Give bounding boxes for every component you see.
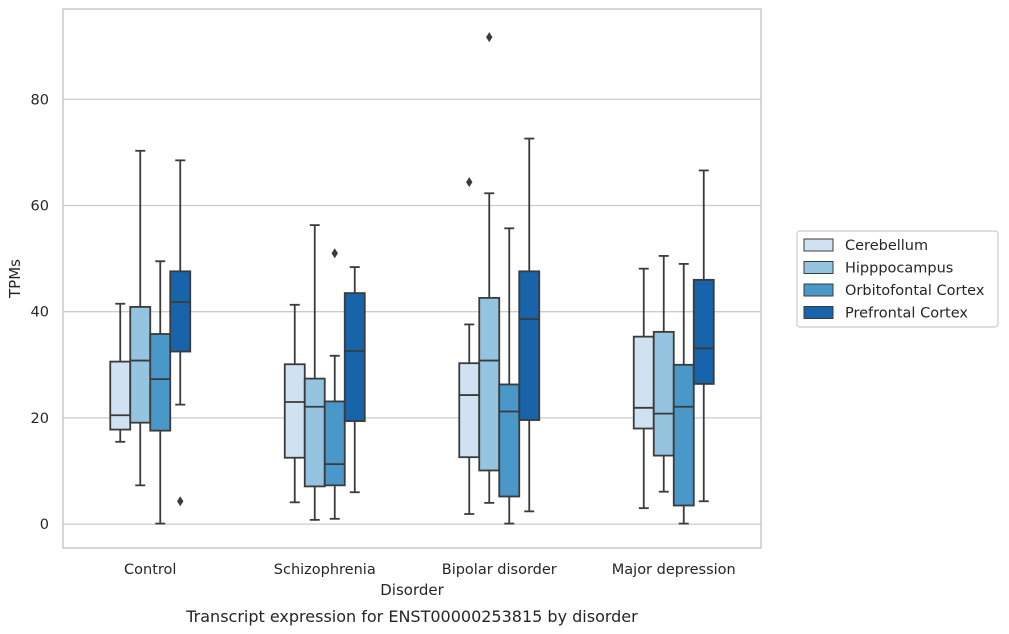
outlier-point [331,248,338,259]
box-2-0 [149,260,172,525]
box-0-1 [283,303,306,504]
y-tick-labels: 0 20 40 60 80 [31,92,49,533]
y-tick-20: 20 [31,411,49,427]
box-body [303,377,326,488]
box-body [343,292,366,422]
y-tick-60: 60 [31,198,49,214]
legend-swatch-2 [803,283,834,297]
box-3-3 [692,169,715,503]
x-tick-0: Control [124,562,176,578]
x-tick-1: Schizophrenia [274,562,376,578]
box-body [632,335,655,430]
y-tick-80: 80 [31,92,49,108]
legend-label-0: Cerebellum [845,238,928,254]
box-1-2 [478,32,501,504]
legend-swatch-3 [803,306,834,319]
box-3-1 [343,266,366,494]
box-3-0 [169,159,192,507]
box-0-3 [632,267,655,510]
box-0-2 [458,177,481,515]
box-groups [109,32,715,525]
box-body [458,362,481,459]
box-1-0 [129,149,152,487]
box-body [283,363,306,459]
box-2-3 [672,262,695,525]
outlier-point [177,496,184,507]
box-body [498,383,521,498]
legend-swatch-0 [803,238,834,252]
plot-frame [62,8,762,549]
legend-label-1: Hipppocampus [845,261,953,277]
box-2-1 [323,248,346,520]
box-1-3 [652,255,675,493]
box-body [129,306,152,424]
x-tick-2: Bipolar disorder [442,562,557,578]
box-body [518,270,541,421]
box-body [109,360,132,431]
y-tick-40: 40 [31,305,49,321]
legend: Cerebellum Hipppocampus Orbitofontal Corte… [796,230,999,328]
box-body [323,400,346,487]
box-body [149,333,172,432]
outlier-point [486,32,493,43]
box-body [478,296,501,472]
legend-swatch-1 [803,261,834,274]
x-axis-label: Disorder [380,581,444,599]
box-1-1 [303,224,326,521]
box-2-2 [498,227,521,525]
box-body [672,363,695,507]
box-3-2 [518,137,541,513]
legend-frame [796,230,999,328]
legend-label-2: Orbitofontal Cortex [845,283,985,299]
x-tick-3: Major depression [612,562,736,578]
box-body [652,330,675,457]
y-tick-0: 0 [40,517,49,533]
box-body [692,278,715,385]
box-0-0 [109,302,132,443]
chart-caption: Transcript expression for ENST0000025381… [185,607,638,626]
legend-label-3: Prefrontal Cortex [845,306,968,322]
x-tick-labels: Control Schizophrenia Bipolar disorder Majo… [124,562,736,578]
y-axis-label: TPMs [6,259,24,299]
gridlines [63,98,761,525]
outlier-point [466,177,473,188]
box-body [169,270,192,353]
